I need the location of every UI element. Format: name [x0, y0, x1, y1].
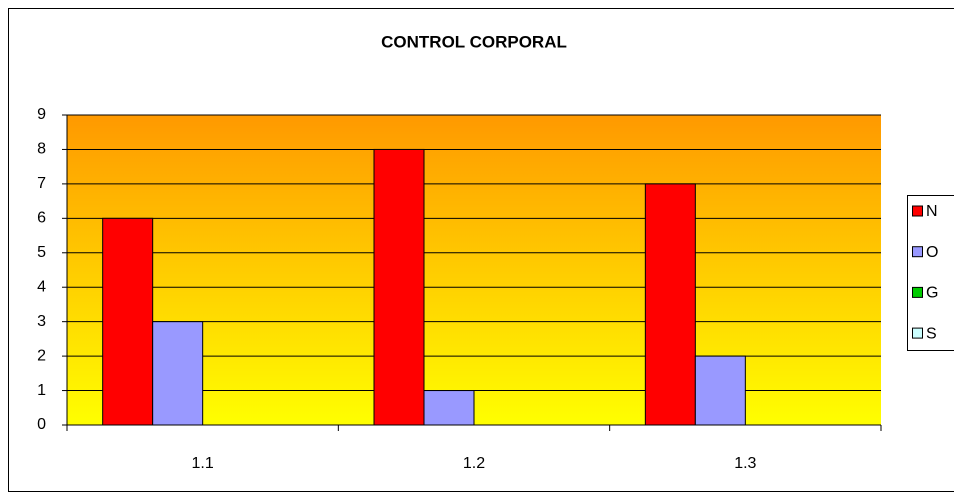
bar	[102, 217, 154, 426]
bar	[152, 321, 204, 426]
legend-box	[907, 195, 954, 351]
y-tick-label: 7	[37, 175, 46, 192]
x-tick-label: 1.1	[192, 455, 214, 472]
legend-marker	[912, 327, 923, 339]
bar	[373, 148, 425, 426]
y-tick-label: 8	[37, 141, 46, 158]
legend-label: N	[926, 203, 938, 220]
y-tick-label: 0	[37, 416, 46, 433]
y-tick-label: 3	[37, 313, 46, 330]
chart-title: CONTROL CORPORAL	[381, 32, 567, 51]
y-tick-label: 4	[37, 278, 46, 295]
legend-label: S	[926, 325, 937, 342]
bar	[694, 355, 746, 426]
bar	[644, 183, 696, 426]
y-tick-label: 1	[37, 382, 46, 399]
x-tick-label: 1.3	[734, 455, 756, 472]
legend-marker	[912, 205, 923, 217]
bar	[423, 390, 475, 426]
legend-label: G	[926, 285, 938, 302]
y-tick-label: 2	[37, 347, 46, 364]
x-tick-label: 1.2	[463, 455, 485, 472]
legend-marker	[912, 286, 923, 298]
y-tick-label: 5	[37, 244, 46, 261]
y-tick-label: 6	[37, 210, 46, 227]
legend-label: O	[926, 244, 938, 261]
y-tick-label: 9	[37, 106, 46, 123]
legend-marker	[912, 246, 923, 258]
